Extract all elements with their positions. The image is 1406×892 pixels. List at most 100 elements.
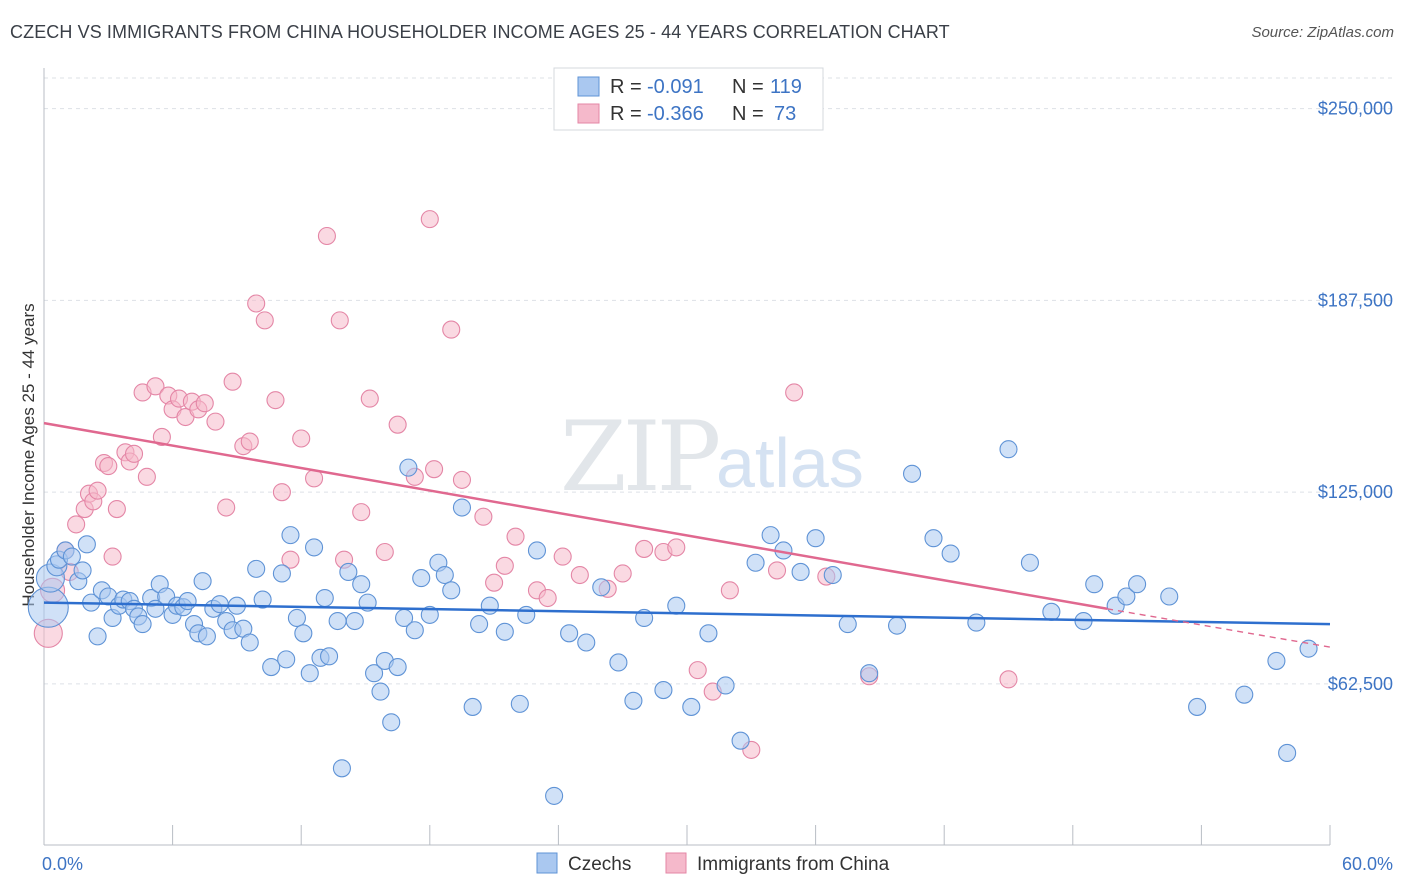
czech-point — [197, 627, 216, 646]
czech-point — [806, 529, 825, 548]
china-point — [360, 389, 379, 408]
china-point — [67, 515, 86, 534]
legend-swatch-czechs — [577, 76, 600, 97]
czech-point — [682, 697, 701, 716]
series-immigrants-from-china — [33, 210, 1018, 759]
czech-point — [281, 526, 300, 545]
china-point — [474, 507, 493, 526]
china-point — [124, 444, 144, 463]
china-point — [272, 483, 291, 502]
czech-point — [1267, 651, 1286, 670]
watermark-atlas: atlas — [716, 424, 864, 502]
czech-point — [62, 547, 81, 566]
china-point — [506, 527, 525, 546]
china-point — [247, 294, 266, 313]
china-point — [538, 588, 557, 608]
china-point — [452, 470, 472, 489]
legend-r-value-2: -0.366 — [647, 103, 704, 125]
czech-point — [365, 664, 384, 683]
legend-r-value-1: -0.091 — [647, 76, 704, 98]
czech-point — [1299, 639, 1318, 658]
china-point — [281, 550, 300, 569]
czech-point — [352, 575, 371, 594]
china-point — [720, 581, 739, 600]
y-tick-label: $62,500 — [1328, 674, 1393, 694]
czech-point — [470, 615, 489, 634]
czech-point — [272, 564, 291, 583]
china-point — [785, 383, 804, 402]
trend-lines — [43, 421, 1331, 648]
china-point — [613, 564, 632, 583]
czech-point — [300, 664, 319, 683]
china-point — [137, 467, 156, 486]
czech-point — [480, 596, 499, 615]
czech-point — [277, 650, 296, 669]
axes — [43, 68, 1331, 846]
czech-point — [941, 544, 960, 563]
china-point — [495, 556, 514, 575]
series-czechs — [27, 440, 1318, 805]
czech-point — [88, 627, 107, 646]
china-point — [330, 311, 349, 330]
czech-point — [452, 498, 472, 517]
czech-point — [654, 681, 673, 700]
source-credit: Source: ZipAtlas.com — [1251, 24, 1394, 41]
legend-r-label-2: R = — [610, 103, 642, 125]
czech-point — [667, 596, 686, 615]
czech-point — [332, 759, 351, 778]
czech-point — [609, 653, 628, 672]
bottom-legend-swatch-china — [665, 852, 687, 874]
czech-point — [902, 464, 922, 483]
czech-point — [399, 458, 418, 477]
czech-point — [442, 581, 461, 600]
czech-point — [791, 562, 810, 581]
watermark-zip: ZIP — [560, 401, 719, 513]
legend-n-value-1: 119 — [770, 76, 802, 98]
china-point — [667, 538, 686, 557]
czech-point — [967, 613, 986, 632]
czech-point — [133, 615, 152, 634]
legend: R = -0.091 N = 119 R = -0.366 N = 73 — [553, 67, 824, 131]
china-point — [240, 432, 259, 451]
czech-point — [305, 538, 324, 557]
china-point — [152, 427, 171, 447]
china-point — [206, 412, 225, 431]
czech-point — [435, 565, 454, 585]
x-tick-label: 60.0% — [1342, 854, 1393, 874]
czech-point — [1128, 575, 1147, 594]
legend-n-label-2: N = — [732, 103, 764, 125]
czech-point — [699, 624, 718, 643]
china-point — [420, 210, 439, 229]
y-axis-label: Householder Income Ages 25 - 44 years — [19, 303, 38, 606]
china-point — [375, 542, 394, 562]
china-point — [485, 573, 504, 592]
czech-point — [624, 691, 643, 710]
czech-point — [731, 731, 750, 750]
y-tick-label: $125,000 — [1318, 482, 1393, 502]
china-point — [767, 561, 787, 580]
czech-point — [345, 611, 364, 631]
china-point — [146, 377, 165, 396]
czech-point — [405, 621, 424, 640]
czech-point — [328, 611, 347, 631]
czech-point — [382, 713, 401, 732]
czech-point — [887, 616, 907, 635]
y-tick-label: $250,000 — [1318, 99, 1393, 119]
czech-point — [320, 647, 339, 666]
czech-point — [823, 565, 842, 585]
czech-point — [412, 569, 431, 588]
china-point — [688, 661, 707, 680]
czech-point — [761, 526, 780, 545]
china-point — [223, 372, 242, 391]
czech-point — [463, 697, 482, 716]
czech-point — [253, 590, 272, 609]
china-point — [570, 565, 589, 585]
china-point — [635, 539, 654, 558]
china-trend-extension — [1106, 608, 1331, 648]
china-point — [425, 460, 444, 479]
czech-point — [716, 676, 735, 695]
czech-point — [262, 658, 281, 677]
czech-point — [1085, 575, 1104, 594]
gridlines — [44, 77, 1395, 685]
